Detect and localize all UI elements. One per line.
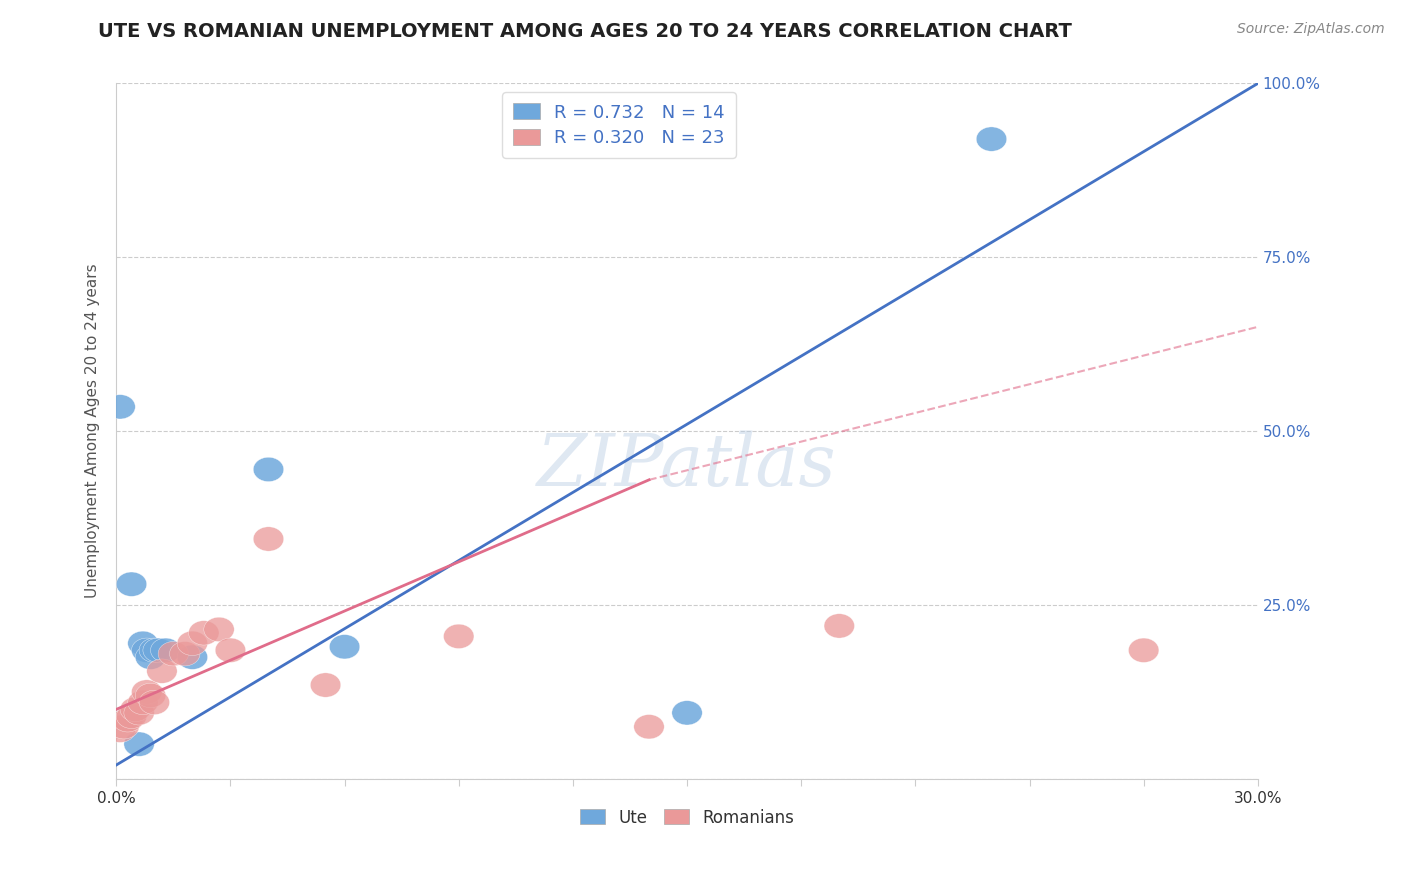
Ellipse shape <box>1129 638 1159 663</box>
Ellipse shape <box>124 732 155 756</box>
Ellipse shape <box>128 632 157 656</box>
Ellipse shape <box>105 394 135 419</box>
Ellipse shape <box>128 690 157 714</box>
Ellipse shape <box>329 634 360 659</box>
Ellipse shape <box>132 638 162 663</box>
Ellipse shape <box>135 683 166 707</box>
Ellipse shape <box>117 704 146 729</box>
Ellipse shape <box>124 701 155 725</box>
Ellipse shape <box>204 617 235 641</box>
Text: Source: ZipAtlas.com: Source: ZipAtlas.com <box>1237 22 1385 37</box>
Ellipse shape <box>188 621 219 645</box>
Ellipse shape <box>132 680 162 704</box>
Ellipse shape <box>634 714 664 739</box>
Ellipse shape <box>976 127 1007 152</box>
Ellipse shape <box>105 718 135 742</box>
Text: UTE VS ROMANIAN UNEMPLOYMENT AMONG AGES 20 TO 24 YEARS CORRELATION CHART: UTE VS ROMANIAN UNEMPLOYMENT AMONG AGES … <box>98 22 1073 41</box>
Ellipse shape <box>146 659 177 683</box>
Legend: Ute, Romanians: Ute, Romanians <box>574 802 801 833</box>
Ellipse shape <box>253 458 284 482</box>
Ellipse shape <box>443 624 474 648</box>
Ellipse shape <box>139 638 170 663</box>
Ellipse shape <box>253 527 284 551</box>
Ellipse shape <box>120 698 150 722</box>
Ellipse shape <box>177 645 208 669</box>
Ellipse shape <box>177 632 208 656</box>
Ellipse shape <box>215 638 246 663</box>
Ellipse shape <box>117 572 146 597</box>
Ellipse shape <box>672 701 702 725</box>
Ellipse shape <box>150 638 181 663</box>
Ellipse shape <box>157 641 188 666</box>
Ellipse shape <box>170 641 200 666</box>
Y-axis label: Unemployment Among Ages 20 to 24 years: Unemployment Among Ages 20 to 24 years <box>86 264 100 599</box>
Ellipse shape <box>108 714 139 739</box>
Ellipse shape <box>112 707 143 732</box>
Ellipse shape <box>135 645 166 669</box>
Text: ZIPatlas: ZIPatlas <box>537 431 837 501</box>
Ellipse shape <box>139 690 170 714</box>
Ellipse shape <box>311 673 340 698</box>
Ellipse shape <box>143 638 173 663</box>
Ellipse shape <box>824 614 855 638</box>
